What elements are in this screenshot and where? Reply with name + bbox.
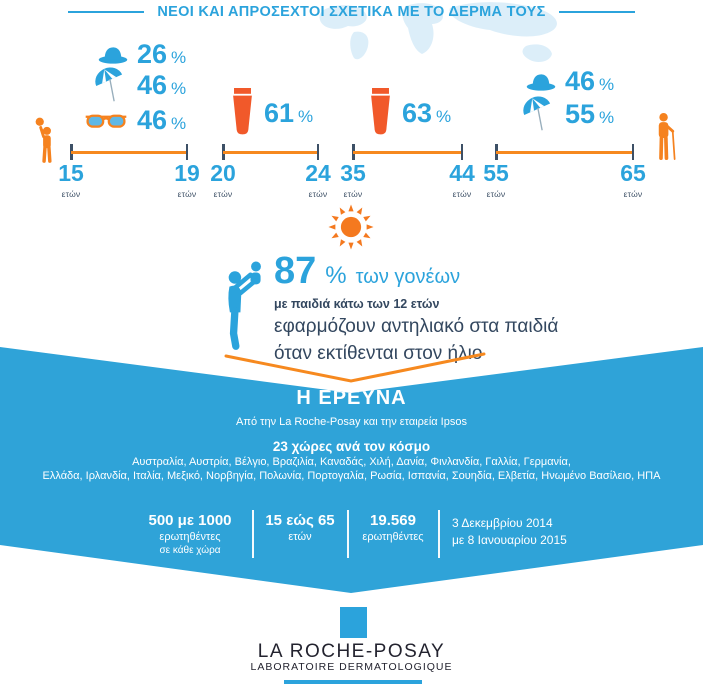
hat-icon — [84, 44, 128, 65]
timeline-tick — [316, 144, 319, 160]
age-label-15: 15 ετών — [58, 160, 84, 200]
percent-sign: % — [436, 106, 452, 126]
percent-sign: % — [171, 47, 187, 67]
stat-percent: 63% — [402, 97, 452, 128]
survey-countries-title: 23 χώρες ανά τον κόσμο — [272, 439, 431, 454]
survey-stat-respondents-per-country: 500 με 1000 ερωτηθέντες σε κάθε χώρα — [148, 512, 232, 556]
stat-percent: 26% — [137, 38, 187, 69]
stat-separator — [252, 510, 254, 558]
percent-sign: % — [325, 262, 347, 289]
beach-umbrella-icon — [514, 96, 556, 132]
stat-percent: 55% — [565, 98, 615, 129]
stat-value: 26 — [137, 38, 168, 69]
timeline-bar — [353, 150, 462, 154]
timeline-bar — [71, 150, 187, 154]
parents-stat-headline: 87 % των γονέων — [274, 252, 558, 290]
age-label-44: 44 ετών — [449, 160, 475, 200]
stat-value: 46 — [565, 65, 596, 96]
child-with-balloon-icon — [33, 116, 58, 164]
bottom-accent-bar — [284, 680, 422, 684]
parents-stat-suffix: των γονέων — [355, 266, 461, 288]
sun-icon — [328, 204, 374, 250]
elderly-person-with-cane-icon — [652, 112, 679, 162]
percent-sign: % — [298, 106, 314, 126]
parent-lifting-child-icon — [223, 257, 267, 353]
survey-stat-period: 3 Δεκεμβρίου 2014 με 8 Ιανουαρίου 2015 — [452, 516, 567, 547]
title-rule-left — [68, 11, 145, 13]
stat-row-umbrella-55-65: 55% — [514, 98, 614, 130]
timeline-tick — [185, 144, 188, 160]
age-label-65: 65 ετών — [620, 160, 646, 200]
sunscreen-tube-icon — [230, 88, 255, 138]
stat-value: 46 — [137, 69, 168, 100]
stat-value: 61 — [264, 97, 295, 128]
age-label-55: 55 ετών — [483, 160, 509, 200]
stat-row-hat-55-65: 46% — [514, 65, 614, 97]
timeline-20-24 — [222, 144, 319, 160]
survey-countries-line1: Αυστραλία, Αυστρία, Βέλγιο, Βραζιλία, Κα… — [132, 456, 571, 468]
age-label-24: 24 ετών — [305, 160, 331, 200]
age-label-35: 35 ετών — [340, 160, 366, 200]
stat-row-sunglasses-15-19: 46% — [84, 104, 186, 136]
stat-row-umbrella-15-19: 46% — [84, 69, 186, 101]
percent-sign: % — [599, 74, 615, 94]
stat-row-hat-15-19: 26% — [84, 38, 186, 70]
parents-stat-value: 87 — [274, 250, 317, 292]
hat-icon — [514, 71, 556, 92]
stat-percent: 46% — [565, 65, 615, 96]
brand-name: LA ROCHE-POSAY — [257, 641, 446, 662]
sunscreen-tube-icon — [368, 88, 393, 138]
stat-percent: 46% — [137, 104, 187, 135]
page-title: ΝΕΟΙ ΚΑΙ ΑΠΡΟΣΕΧΤΟΙ ΣΧΕΤΙΚΑ ΜΕ ΤΟ ΔΕΡΜΑ … — [157, 4, 546, 20]
brand-tagline: LABORATOIRE DERMATOLOGIQUE — [250, 661, 453, 673]
down-chevron-divider — [224, 352, 486, 383]
survey-subheading: Από την La Roche-Posay και την εταιρεία … — [236, 416, 467, 428]
age-label-20: 20 ετών — [210, 160, 236, 200]
timeline-tick — [631, 144, 634, 160]
timeline-35-44 — [352, 144, 463, 160]
stat-row-sunscreen-20-24: 61% — [230, 88, 313, 138]
stat-row-sunscreen-35-44: 63% — [368, 88, 451, 138]
timeline-15-19 — [70, 144, 188, 160]
page-title-bar: ΝΕΟΙ ΚΑΙ ΑΠΡΟΣΕΧΤΟΙ ΣΧΕΤΙΚΑ ΜΕ ΤΟ ΔΕΡΜΑ … — [0, 4, 703, 20]
parents-stat-block: 87 % των γονέων με παιδιά κάτω των 12 ετ… — [274, 252, 558, 365]
percent-sign: % — [171, 113, 187, 133]
stat-value: 46 — [137, 104, 168, 135]
parents-stat-line1: με παιδιά κάτω των 12 ετών — [274, 297, 440, 311]
stat-value: 55 — [565, 98, 596, 129]
stat-separator — [347, 510, 349, 558]
percent-sign: % — [171, 78, 187, 98]
brand-logo-square — [340, 607, 367, 638]
stat-value: 63 — [402, 97, 433, 128]
parents-stat-line3: όταν εκτίθενται στον ήλιο — [274, 343, 483, 365]
beach-umbrella-icon — [84, 67, 128, 103]
survey-section: Η ΕΡΕΥΝΑ Από την La Roche-Posay και την … — [0, 347, 703, 593]
parents-stat-line2: εφαρμόζουν αντηλιακό στα παιδιά — [274, 316, 559, 337]
world-map-background — [319, 2, 557, 62]
timeline-bar — [223, 150, 318, 154]
timeline-55-65 — [495, 144, 634, 160]
survey-stat-age-range: 15 εώς 65 ετών — [265, 512, 335, 543]
timeline-bar — [496, 150, 633, 154]
stat-percent: 46% — [137, 69, 187, 100]
survey-heading: Η ΕΡΕΥΝΑ — [296, 387, 407, 409]
age-label-19: 19 ετών — [174, 160, 200, 200]
timeline-tick — [460, 144, 463, 160]
survey-countries-line2: Ελλάδα, Ιρλανδία, Ιταλία, Μεξικό, Νορβηγ… — [42, 469, 661, 482]
title-rule-right — [558, 11, 635, 13]
stat-separator — [438, 510, 440, 558]
percent-sign: % — [599, 107, 615, 127]
stat-percent: 61% — [264, 97, 314, 128]
survey-stat-total-respondents: 19.569 ερωτηθέντες — [362, 512, 424, 543]
sunglasses-icon — [84, 112, 128, 129]
